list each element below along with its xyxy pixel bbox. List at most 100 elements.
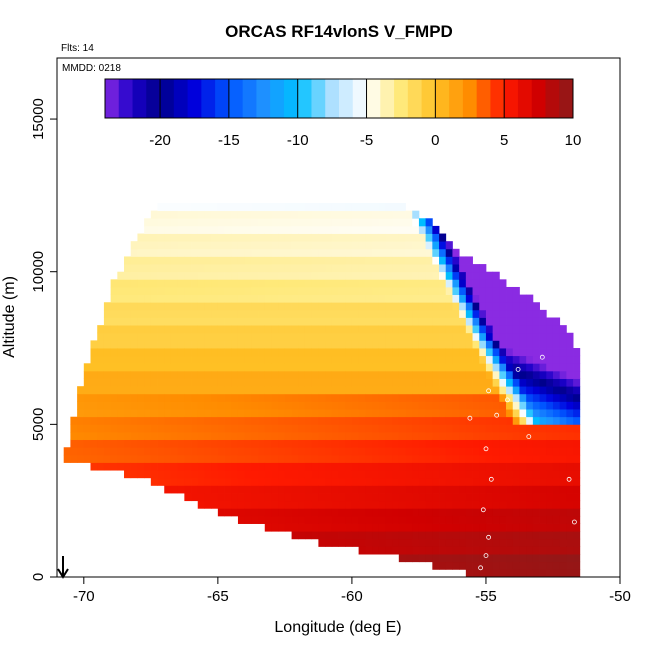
heatmap-cell: [573, 401, 581, 410]
heatmap-cell: [526, 294, 534, 303]
heatmap-cell: [170, 302, 179, 311]
heatmap-cell: [291, 409, 299, 418]
heatmap-cell: [197, 416, 205, 425]
heatmap-cell: [398, 317, 406, 326]
heatmap-cell: [217, 325, 225, 334]
heatmap-cell: [492, 416, 500, 425]
heatmap-cell: [258, 363, 266, 372]
heatmap-cell: [345, 317, 353, 326]
heatmap-cell: [204, 210, 212, 219]
heatmap-cell: [459, 424, 467, 433]
heatmap-cell: [264, 523, 272, 532]
heatmap-cell: [197, 447, 205, 456]
heatmap-cell: [157, 225, 165, 234]
heatmap-cell: [405, 386, 413, 395]
heatmap-cell: [405, 477, 413, 486]
heatmap-cell: [291, 378, 299, 387]
heatmap-cell: [117, 378, 125, 387]
heatmap-cell: [90, 424, 98, 433]
heatmap-cell: [244, 233, 252, 242]
heatmap-cell: [358, 386, 366, 395]
heatmap-cell: [351, 409, 359, 418]
heatmap-cell: [405, 271, 413, 280]
heatmap-cell: [499, 378, 507, 387]
heatmap-cell: [271, 348, 279, 357]
heatmap-cell: [351, 286, 359, 295]
heatmap-cell: [539, 340, 547, 349]
heatmap-cell: [506, 340, 514, 349]
heatmap-cell: [325, 409, 333, 418]
heatmap-cell: [170, 431, 179, 441]
heatmap-cell: [546, 515, 554, 524]
heatmap-cell: [278, 485, 286, 494]
heatmap-cell: [459, 317, 467, 326]
heatmap-cell: [97, 348, 105, 357]
heatmap-cell: [512, 386, 520, 395]
heatmap-cell: [271, 317, 279, 326]
heatmap-cell: [418, 431, 427, 441]
heatmap-cell: [137, 462, 145, 471]
heatmap-cell: [144, 409, 152, 418]
heatmap-cell: [184, 325, 192, 334]
heatmap-cell: [358, 485, 366, 494]
heatmap-cell: [425, 348, 433, 357]
heatmap-cell: [311, 309, 319, 318]
heatmap-cell: [284, 218, 292, 227]
heatmap-cell: [418, 424, 427, 433]
heatmap-cell: [519, 454, 527, 463]
heatmap-cell: [144, 271, 152, 280]
heatmap-cell: [184, 355, 192, 364]
heatmap-cell: [432, 508, 440, 517]
heatmap-cell: [157, 378, 165, 387]
heatmap-cell: [385, 485, 393, 494]
heatmap-cell: [271, 309, 279, 318]
heatmap-cell: [150, 431, 158, 441]
heatmap-cell: [372, 485, 380, 494]
heatmap-cell: [217, 225, 225, 234]
heatmap-cell: [231, 348, 239, 357]
heatmap-cell: [164, 294, 172, 303]
heatmap-cell: [217, 317, 225, 326]
heatmap-cell: [506, 431, 514, 441]
heatmap-cell: [385, 225, 393, 234]
heatmap-cell: [412, 409, 420, 418]
heatmap-cell: [506, 363, 514, 372]
heatmap-cell: [439, 416, 447, 425]
heatmap-cell: [512, 332, 520, 341]
heatmap-cell: [137, 401, 145, 410]
heatmap-cell: [258, 294, 266, 303]
heatmap-cell: [432, 348, 440, 357]
heatmap-cell: [526, 431, 534, 441]
heatmap-cell: [130, 393, 138, 402]
heatmap-cell: [472, 523, 480, 532]
heatmap-cell: [325, 355, 333, 364]
heatmap-cell: [418, 508, 427, 517]
heatmap-cell: [405, 462, 413, 471]
heatmap-cell: [392, 447, 400, 456]
heatmap-cell: [372, 218, 380, 227]
heatmap-cell: [485, 363, 494, 372]
heatmap-cell: [425, 225, 433, 234]
heatmap-cell: [546, 561, 554, 570]
heatmap-cell: [539, 531, 547, 540]
heatmap-cell: [539, 355, 547, 364]
heatmap-cell: [318, 424, 326, 433]
heatmap-cell: [251, 241, 259, 250]
heatmap-cell: [546, 470, 554, 479]
heatmap-cell: [331, 264, 339, 273]
heatmap-cell: [291, 225, 299, 234]
heatmap-cell: [251, 355, 259, 364]
heatmap-cell: [184, 386, 192, 395]
heatmap-cell: [372, 355, 380, 364]
colorbar-swatch: [132, 79, 147, 118]
heatmap-cell: [217, 493, 225, 502]
heatmap-cell: [559, 538, 567, 547]
heatmap-cell: [372, 264, 380, 273]
heatmap-cell: [244, 477, 252, 486]
heatmap-cell: [546, 477, 554, 486]
heatmap-cell: [526, 309, 534, 318]
heatmap-cell: [418, 378, 427, 387]
heatmap-cell: [298, 210, 306, 219]
heatmap-cell: [311, 416, 319, 425]
heatmap-cell: [244, 393, 252, 402]
